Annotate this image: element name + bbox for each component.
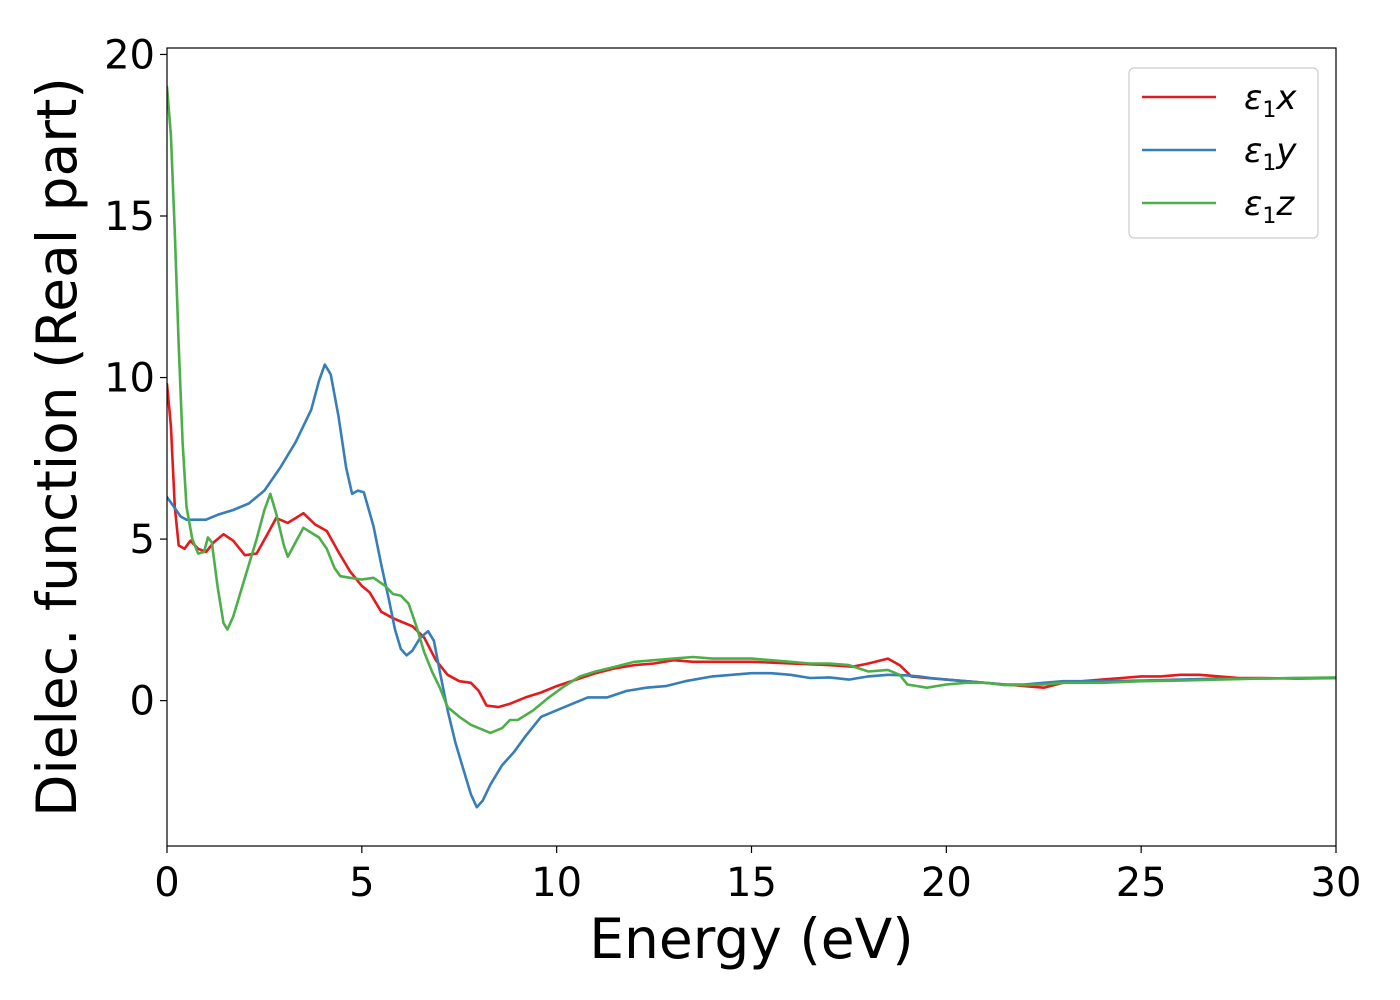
y-tick-label: 10: [104, 356, 155, 402]
legend-label-x: ε1x: [1244, 78, 1297, 123]
y-tick-label: 15: [104, 194, 155, 240]
legend-box: [1128, 67, 1319, 239]
legend-label-y: ε1y: [1244, 131, 1297, 176]
y-tick-label: 0: [130, 679, 155, 725]
legend-label-z: ε1z: [1244, 184, 1295, 229]
x-tick-label: 5: [349, 860, 374, 906]
y-tick-label: 5: [130, 517, 155, 563]
x-tick-label: 30: [1311, 860, 1362, 906]
y-axis: 0 5 10 15 20: [104, 32, 167, 725]
y-axis-label: Dielec. function (Real part): [25, 77, 89, 817]
series-line-x: [167, 382, 1336, 709]
legend: ε1x ε1y ε1z: [1128, 67, 1319, 239]
y-tick-label: 20: [104, 32, 155, 78]
x-tick-label: 20: [921, 860, 972, 906]
x-axis-label: Energy (eV): [589, 907, 913, 971]
x-tick-label: 10: [531, 860, 582, 906]
x-tick-label: 25: [1116, 860, 1167, 906]
series-line-z: [167, 85, 1336, 735]
x-tick-label: 15: [726, 860, 777, 906]
x-axis: 0 5 10 15 20 25 30: [154, 846, 1361, 906]
plot-area: [167, 85, 1336, 809]
series-line-y: [167, 363, 1336, 809]
x-tick-label: 0: [154, 860, 179, 906]
